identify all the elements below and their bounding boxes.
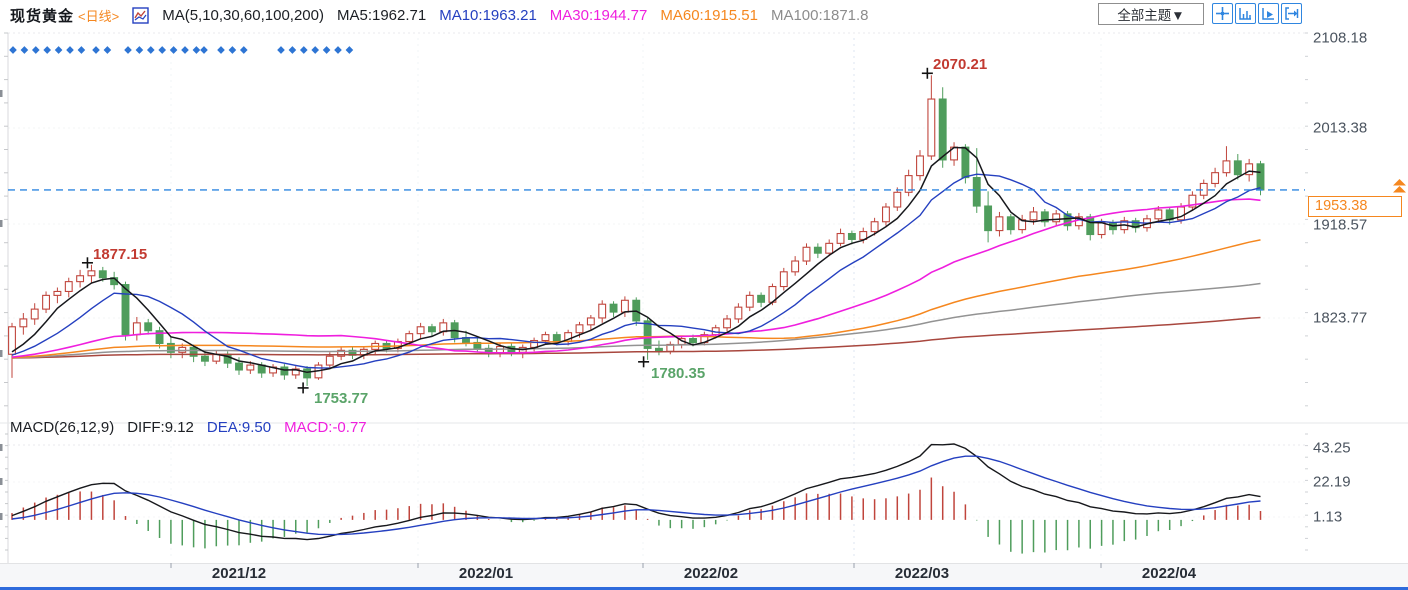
- macd-axis-label: 22.19: [1313, 473, 1351, 491]
- high-annotation: 1877.15: [93, 246, 148, 263]
- ma30-value: MA30:1944.77: [549, 7, 648, 24]
- crosshair-pan-icon[interactable]: [1212, 3, 1233, 24]
- low-annotation: 1753.77: [314, 390, 369, 407]
- chart-toolbar: [1212, 3, 1302, 24]
- y-axis-label: 2108.18: [1313, 29, 1368, 47]
- ma5-value: MA5:1962.71: [336, 7, 427, 24]
- diff-value: DIFF:9.12: [127, 419, 194, 436]
- ma60-value: MA60:1915.51: [660, 7, 758, 24]
- y-axis-label: 2013.38: [1313, 119, 1368, 137]
- x-axis-label: 2022/03: [894, 565, 950, 582]
- macd-legend-bar: MACD(26,12,9) DIFF:9.12 DEA:9.50 MACD:-0…: [10, 419, 367, 436]
- ma-settings-label: MA(5,10,30,60,100,200): [162, 7, 324, 24]
- high-annotation: 2070.21: [933, 56, 988, 73]
- ma10-value: MA10:1963.21: [439, 7, 537, 24]
- main-legend-bar: 现货黄金 <日线> MA(5,10,30,60,100,200) MA5:196…: [10, 5, 869, 26]
- collapse-right-icon[interactable]: [1281, 3, 1302, 24]
- axis-scale-icon[interactable]: [1235, 3, 1256, 24]
- dea-value: DEA:9.50: [206, 419, 272, 436]
- current-price-tag: 1953.38: [1308, 196, 1402, 217]
- macd-axis-label: 43.25: [1313, 439, 1351, 457]
- macd-value: MACD:-0.77: [284, 419, 367, 436]
- x-axis-label: 2022/02: [683, 565, 739, 582]
- axis-scale-right-icon[interactable]: [1258, 3, 1279, 24]
- symbol-name[interactable]: 现货黄金: [10, 8, 75, 25]
- window-bottom-edge: [0, 587, 1408, 590]
- ma100-value: MA100:1871.8: [770, 7, 869, 24]
- date-axis-band: [0, 563, 1408, 588]
- low-annotation: 1780.35: [651, 365, 706, 382]
- x-axis-label: 2022/01: [458, 565, 514, 582]
- macd-axis-label: 1.13: [1313, 508, 1343, 526]
- y-axis-label: 1823.77: [1313, 309, 1368, 327]
- x-axis-label: 2021/12: [211, 565, 267, 582]
- price-up-arrow-icon: [1392, 179, 1407, 200]
- y-axis-label: 1918.57: [1313, 216, 1368, 234]
- theme-dropdown[interactable]: 全部主题▼: [1098, 3, 1204, 25]
- chart-type-icon[interactable]: [132, 7, 149, 24]
- x-axis-label: 2022/04: [1141, 565, 1197, 582]
- period-label[interactable]: <日线>: [78, 9, 120, 24]
- macd-settings-label: MACD(26,12,9): [10, 419, 115, 436]
